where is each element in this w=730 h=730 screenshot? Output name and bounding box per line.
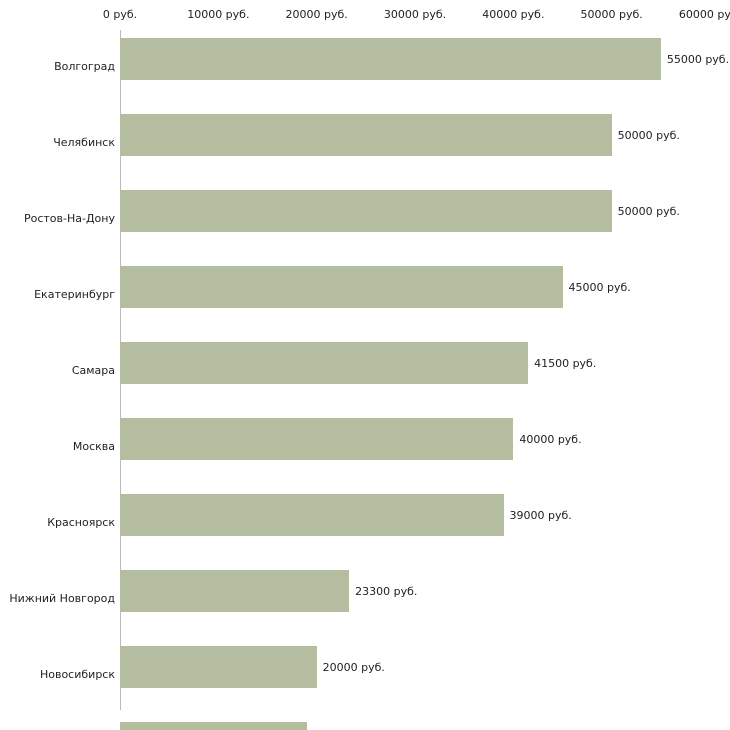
- value-label: 50000 руб.: [617, 204, 680, 218]
- value-label: 40000 руб.: [519, 432, 582, 446]
- bar: [120, 342, 529, 384]
- category-label: Челябинск: [53, 136, 115, 149]
- x-axis: 0 руб. 10000 руб. 20000 руб. 30000 руб. 4000…: [103, 0, 730, 30]
- bar: [120, 418, 514, 460]
- category-label: Новосибирск: [39, 668, 115, 681]
- bar-row: Ростов-На-Дону 50000 руб.: [24, 190, 710, 258]
- x-tick-label: 10000 руб.: [187, 8, 250, 21]
- bar: [120, 494, 504, 536]
- bar-row: Москва 40000 руб.: [73, 418, 710, 486]
- bar: [120, 570, 350, 612]
- x-tick-label: 20000 руб.: [285, 8, 348, 21]
- category-label: Нижний Новгород: [9, 592, 115, 605]
- value-label: 20000 руб.: [322, 660, 385, 674]
- x-tick-label: 30000 руб.: [383, 8, 447, 21]
- bar-row: Красноярск 39000 руб.: [47, 494, 710, 562]
- x-tick-label: 60000 руб.: [678, 8, 730, 21]
- value-label: 55000 руб.: [666, 52, 730, 66]
- bar: [120, 722, 307, 730]
- category-label: Волгоград: [54, 60, 115, 73]
- bar: [120, 266, 563, 308]
- value-label: 39000 руб.: [509, 508, 572, 522]
- category-label: Самара: [71, 364, 115, 377]
- bar-row: Новосибирск 20000 руб.: [40, 646, 710, 714]
- bar-row: Самара 41500 руб.: [72, 342, 710, 410]
- value-label: 45000 руб.: [568, 280, 631, 294]
- bar: [120, 38, 661, 80]
- plot-area: Волгоград 55000 руб. Челябинск 50000 руб. Ро…: [9, 30, 729, 730]
- x-tick-label: 0 руб.: [102, 8, 138, 21]
- category-label: Москва: [72, 440, 115, 453]
- bar-row: Пермь19000 руб.: [120, 722, 710, 730]
- bar: [120, 114, 612, 156]
- bar-row: Челябинск 50000 руб.: [53, 114, 710, 182]
- category-label: Ростов-На-Дону: [23, 212, 115, 225]
- category-label: Екатеринбург: [34, 288, 115, 301]
- bar-row: Волгоград 55000 руб.: [54, 38, 729, 106]
- x-tick-label: 50000 руб.: [580, 8, 643, 21]
- bar-row: Нижний Новгород 23300 руб.: [9, 570, 710, 638]
- value-label: 50000 руб.: [617, 128, 680, 142]
- bar-row: Екатеринбург 45000 руб.: [34, 266, 710, 334]
- category-label: Красноярск: [47, 516, 115, 529]
- bar: [120, 190, 612, 232]
- bar: [120, 646, 317, 688]
- value-label: 41500 руб.: [534, 356, 597, 370]
- x-tick-label: 40000 руб.: [482, 8, 545, 21]
- value-label: 23300 руб.: [355, 584, 418, 598]
